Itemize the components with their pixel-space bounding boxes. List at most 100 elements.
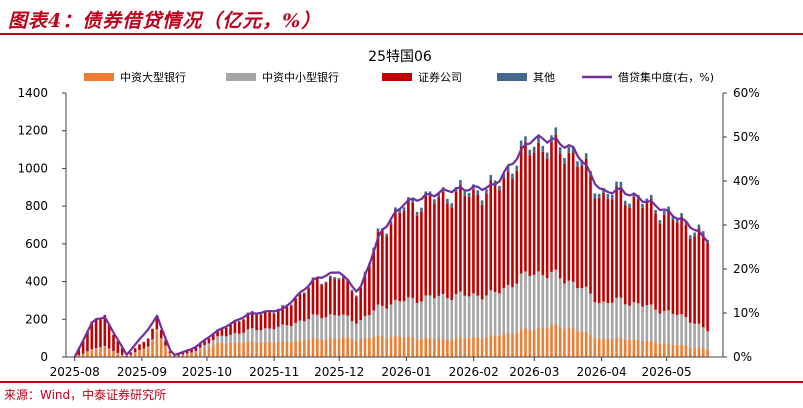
bar-segment [701,348,705,357]
bar-segment [554,269,558,324]
figure-header: 图表4：债券借贷情况（亿元，%） [0,0,803,36]
bar-segment [389,221,393,225]
bar-segment [177,354,180,356]
bar-segment [450,299,454,341]
bar-segment [615,181,618,187]
bar-segment [159,339,163,357]
bar-segment [615,186,618,298]
bar-segment [129,354,133,357]
y-left-tick-label: 1000 [17,161,48,175]
bar-segment [476,195,480,296]
bar-segment [550,271,553,326]
bar-segment [537,271,540,328]
bar-segment [112,351,115,352]
bar-segment [211,340,215,346]
y-right-tick-label: 20% [733,262,760,276]
bar-segment [528,155,532,277]
bar-segment [420,207,423,212]
bar-segment [567,152,571,281]
bar-segment [688,238,692,323]
bar-segment [168,351,172,354]
bar-segment [688,322,692,348]
bar-segment [593,198,597,303]
bar-segment [571,328,575,357]
bar-segment [563,158,566,164]
bar-segment [649,340,653,357]
bar-segment [433,338,436,357]
bar-segment [606,339,610,357]
bar-segment [602,338,605,357]
bar-segment [181,352,185,355]
bar-segment [359,287,362,321]
bar-segment [654,213,657,310]
bar-segment [138,344,141,351]
bar-segment [233,321,237,334]
bar-segment [576,287,579,331]
bar-segment [441,192,445,294]
bar-segment [246,329,250,342]
chart-title: 25特国06 [368,49,432,65]
bar-segment [532,329,536,357]
bar-segment [363,337,367,357]
bar-segment [207,338,211,344]
bar-segment [446,339,449,357]
bar-segment [545,278,549,329]
bar-segment [498,335,501,357]
bar-segment [459,185,462,292]
bar-segment [567,280,571,328]
bar-segment [641,203,644,208]
bar-segment [467,338,471,357]
bar-segment [246,341,250,357]
bar-segment [615,337,618,357]
bar-segment [324,282,328,318]
bar-segment [355,323,358,341]
legend-swatch [497,73,527,81]
bar-segment [224,343,228,357]
bar-segment [316,338,319,357]
bar-segment [476,190,480,196]
bar-segment [359,320,362,339]
figure-title: 图表4：债券借贷情况（亿元，%） [8,10,322,32]
bar-segment [532,152,536,275]
y-left-tick-label: 800 [25,199,48,213]
bar-segment [459,291,462,338]
bar-segment [606,194,610,199]
bar-segment [597,193,601,199]
bar-segment [662,214,666,312]
bar-segment [211,334,215,341]
bar-segment [376,304,380,336]
y-left-tick-label: 200 [25,312,48,326]
bar-segment [554,127,558,135]
bar-segment [606,198,610,304]
bar-segment [511,178,514,288]
bar-segment [146,338,150,347]
x-tick-label: 2026-01 [381,365,431,379]
bar-segment [511,287,514,334]
bar-segment [185,349,189,354]
bar-segment [268,342,271,357]
bar-segment [285,305,289,326]
bar-segment [203,339,206,346]
bar-segment [307,339,310,357]
bar-segment [112,334,115,352]
bar-segment [381,305,384,337]
bar-segment [615,297,618,338]
bar-segment [263,328,267,342]
bar-segment [329,338,332,357]
bar-segment [281,305,284,307]
bar-segment [697,228,701,324]
bar-segment [537,327,540,357]
bar-segment [285,325,289,342]
bar-segment [428,337,432,357]
bar-segment [602,193,605,302]
bar-segment [541,275,545,328]
bar-segment [558,278,562,328]
bar-segment [558,147,562,154]
bar-segment [450,203,454,208]
bar-segment [658,313,662,344]
y-right-tick-label: 10% [733,306,760,320]
bar-segment [402,207,406,212]
bar-segment [545,328,549,357]
bar-segment [402,337,406,357]
bar-segment [190,353,193,357]
